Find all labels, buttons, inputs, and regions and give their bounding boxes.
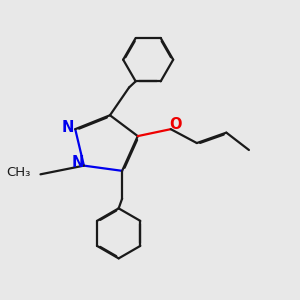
Text: N: N — [71, 155, 84, 170]
Text: O: O — [170, 118, 182, 133]
Text: N: N — [62, 120, 74, 135]
Text: CH₃: CH₃ — [6, 166, 31, 179]
